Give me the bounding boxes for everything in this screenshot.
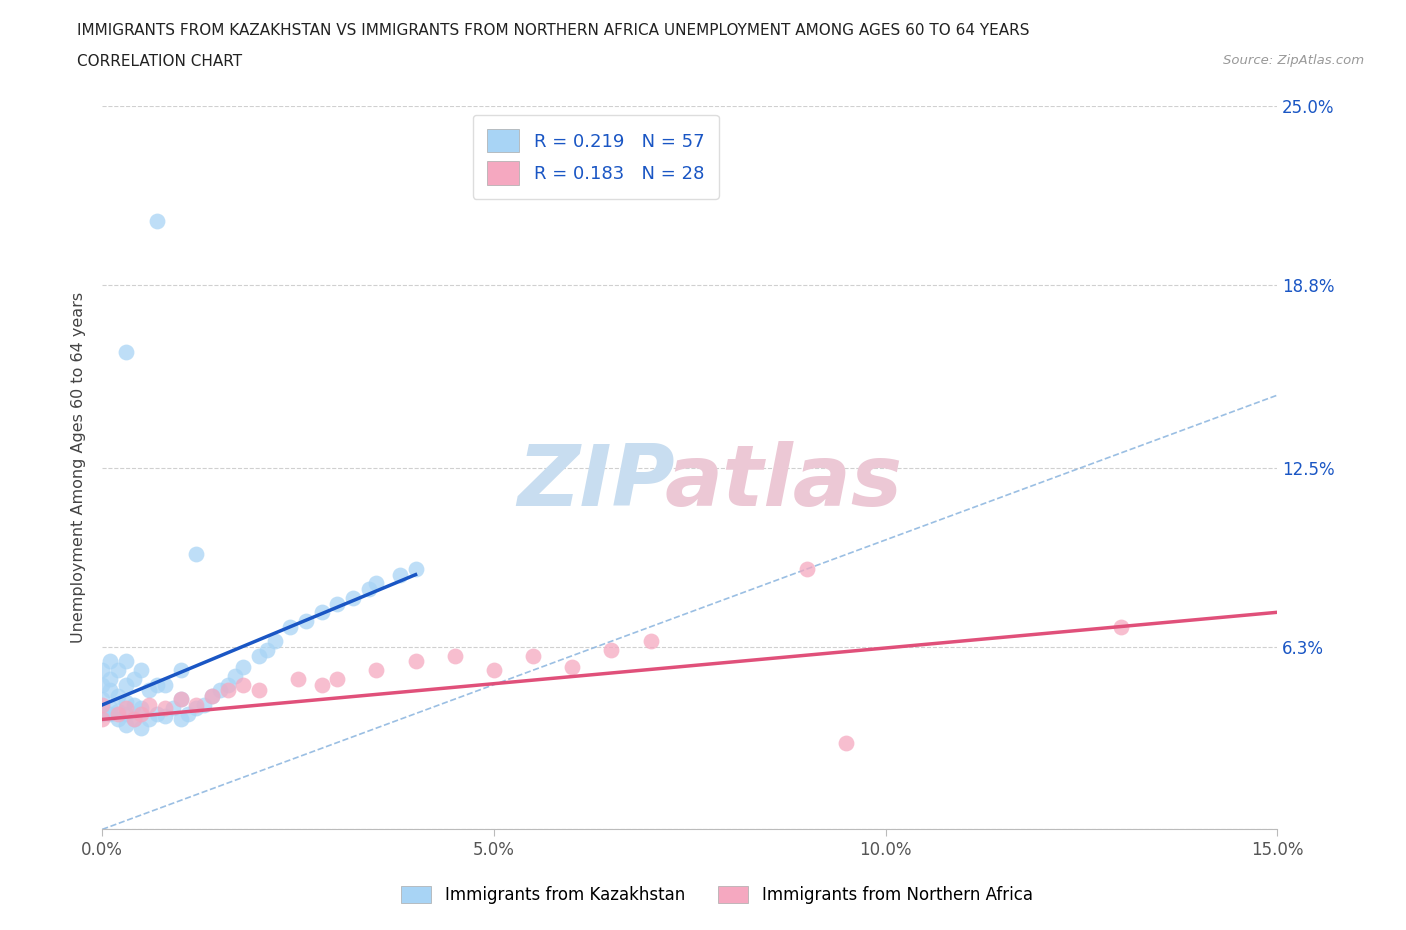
Point [114, 344, 136, 359]
Point [131, 663, 153, 678]
Point [114, 718, 136, 733]
Point [342, 591, 364, 605]
Point [98, 683, 121, 698]
Point [278, 619, 301, 634]
Point [107, 706, 129, 721]
Point [287, 671, 309, 686]
Point [247, 683, 270, 698]
Point [311, 604, 333, 619]
Point [405, 562, 427, 577]
Point [114, 706, 136, 721]
Point [162, 700, 184, 715]
Point [405, 654, 427, 669]
Point [295, 614, 318, 629]
Point [122, 712, 145, 727]
Point [98, 671, 121, 686]
Point [311, 677, 333, 692]
Point [91, 698, 114, 712]
Point [122, 671, 145, 686]
Point [153, 700, 176, 715]
Point [107, 689, 129, 704]
Point [326, 596, 349, 611]
Point [98, 706, 121, 721]
Point [138, 712, 160, 727]
Text: atlas: atlas [665, 441, 903, 524]
Point [600, 643, 623, 658]
Point [366, 576, 388, 591]
Point [256, 643, 278, 658]
Point [114, 654, 136, 669]
Point [186, 700, 208, 715]
Point [326, 671, 349, 686]
Point [357, 581, 380, 596]
Point [201, 689, 224, 704]
Point [522, 648, 544, 663]
Point [114, 677, 136, 692]
Point [247, 648, 270, 663]
Point [835, 735, 858, 750]
Point [193, 698, 215, 712]
Point [388, 567, 411, 582]
Point [131, 700, 153, 715]
Point [122, 698, 145, 712]
Point [91, 663, 114, 678]
Point [153, 709, 176, 724]
Point [98, 700, 121, 715]
Point [186, 547, 208, 562]
Point [153, 677, 176, 692]
Point [138, 683, 160, 698]
Point [146, 677, 169, 692]
Point [91, 692, 114, 707]
Point [146, 706, 169, 721]
Point [640, 633, 662, 648]
Y-axis label: Unemployment Among Ages 60 to 64 years: Unemployment Among Ages 60 to 64 years [72, 292, 86, 644]
Point [169, 663, 191, 678]
Text: ZIP: ZIP [517, 441, 675, 524]
Legend: Immigrants from Kazakhstan, Immigrants from Northern Africa: Immigrants from Kazakhstan, Immigrants f… [394, 878, 1040, 912]
Point [208, 683, 231, 698]
Text: IMMIGRANTS FROM KAZAKHSTAN VS IMMIGRANTS FROM NORTHERN AFRICA UNEMPLOYMENT AMONG: IMMIGRANTS FROM KAZAKHSTAN VS IMMIGRANTS… [77, 23, 1029, 38]
Point [186, 698, 208, 712]
Point [263, 633, 285, 648]
Point [146, 214, 169, 229]
Point [169, 712, 191, 727]
Point [796, 562, 818, 577]
Point [107, 703, 129, 718]
Point [114, 700, 136, 715]
Point [107, 663, 129, 678]
Point [1109, 619, 1132, 634]
Text: CORRELATION CHART: CORRELATION CHART [77, 54, 242, 69]
Point [201, 689, 224, 704]
Point [217, 683, 239, 698]
Point [224, 669, 246, 684]
Point [98, 654, 121, 669]
Point [169, 692, 191, 707]
Point [366, 663, 388, 678]
Point [131, 721, 153, 736]
Point [122, 712, 145, 727]
Text: Source: ZipAtlas.com: Source: ZipAtlas.com [1223, 54, 1364, 67]
Point [114, 695, 136, 710]
Legend: R = 0.219   N = 57, R = 0.183   N = 28: R = 0.219 N = 57, R = 0.183 N = 28 [472, 114, 718, 199]
Point [169, 692, 191, 707]
Point [91, 712, 114, 727]
Point [561, 660, 583, 675]
Point [107, 712, 129, 727]
Point [232, 677, 254, 692]
Point [482, 663, 505, 678]
Point [138, 698, 160, 712]
Point [217, 677, 239, 692]
Point [91, 706, 114, 721]
Point [91, 677, 114, 692]
Point [232, 660, 254, 675]
Point [131, 706, 153, 721]
Point [443, 648, 465, 663]
Point [177, 706, 200, 721]
